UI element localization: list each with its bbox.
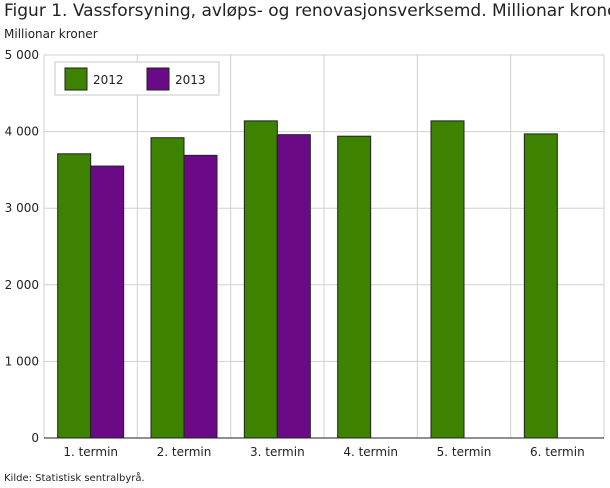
y-tick-label: 3 000	[5, 201, 39, 215]
legend-swatch-2013	[146, 67, 170, 91]
bar-2012-3	[243, 120, 278, 439]
axes: 0 1 000 2 000 3 000 4 000 5 000 1. termin 2. te…	[5, 48, 604, 459]
legend-swatch-2012	[64, 67, 88, 91]
bar-2012-4	[337, 135, 372, 439]
x-tick-label: 1. termin	[63, 445, 118, 459]
y-tick-label: 0	[31, 431, 39, 445]
legend-label-2012: 2012	[93, 73, 124, 87]
bar-2013-3	[276, 134, 311, 439]
x-tick-label: 5. termin	[437, 445, 492, 459]
x-tick-label: 6. termin	[530, 445, 585, 459]
bars	[57, 120, 558, 439]
y-tick-label: 5 000	[5, 48, 39, 62]
bar-2013-1	[90, 165, 125, 439]
x-tick-label: 3. termin	[250, 445, 305, 459]
y-tick-label: 1 000	[5, 354, 39, 368]
chart-title: Figur 1. Vassforsyning, avløps- og renov…	[4, 1, 610, 21]
bar-2013-2	[183, 154, 218, 439]
y-tick-label: 2 000	[5, 278, 39, 292]
grid-lines	[43, 54, 605, 438]
legend-label-2013: 2013	[175, 73, 206, 87]
bar-2012-2	[150, 137, 185, 439]
bar-2012-1	[57, 153, 92, 439]
chart-subtitle: Millionar kroner	[4, 27, 98, 41]
x-tick-label: 4. termin	[343, 445, 398, 459]
y-tick-label: 4 000	[5, 125, 39, 139]
legend: 2012 2013	[54, 61, 220, 96]
x-tick-label: 2. termin	[157, 445, 212, 459]
bar-2012-6	[523, 133, 558, 439]
source-note: Kilde: Statistisk sentralbyrå.	[4, 473, 145, 484]
bar-2012-5	[430, 120, 465, 439]
